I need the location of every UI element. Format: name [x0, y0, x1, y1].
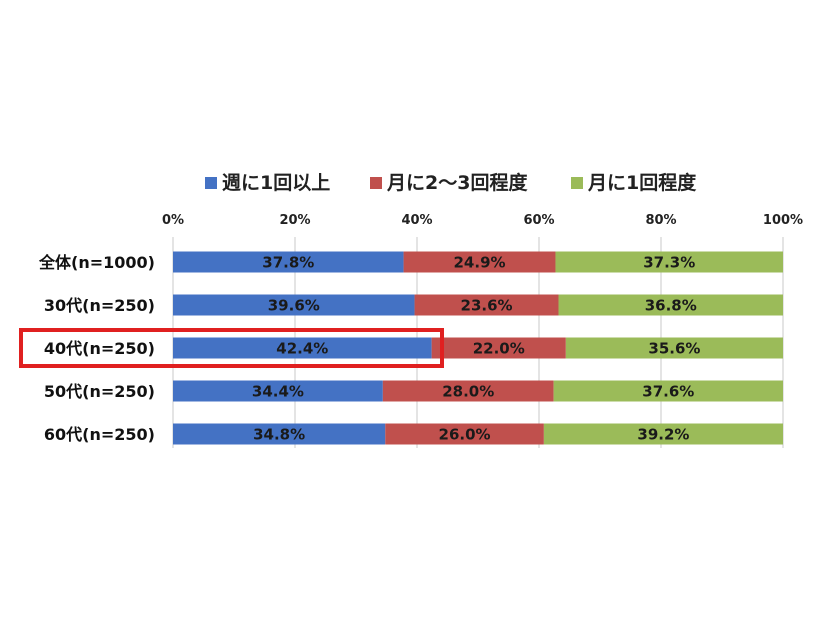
data-label: 35.6% — [648, 340, 700, 358]
data-label: 36.8% — [645, 297, 697, 315]
bar-segment — [414, 294, 559, 316]
category-label: 60代(n=250) — [44, 425, 155, 444]
data-label: 28.0% — [442, 383, 494, 401]
bar-segment — [173, 380, 383, 402]
data-label: 23.6% — [461, 297, 513, 315]
legend-swatch — [370, 177, 382, 189]
data-label: 37.8% — [262, 254, 314, 272]
legend-label: 週に1回以上 — [222, 172, 330, 194]
bar-segment — [382, 380, 554, 402]
category-label: 30代(n=250) — [44, 296, 155, 315]
bar-segment — [543, 423, 783, 445]
data-label: 42.4% — [276, 340, 328, 358]
data-label: 22.0% — [473, 340, 525, 358]
x-tick-label: 60% — [523, 213, 554, 228]
data-label: 37.3% — [643, 254, 695, 272]
x-tick-label: 40% — [401, 213, 432, 228]
x-tick-label: 20% — [279, 213, 310, 228]
highlight-rectangle — [19, 328, 444, 368]
highlight-box — [19, 328, 444, 368]
x-tick-label: 80% — [645, 213, 676, 228]
data-label: 34.4% — [252, 383, 304, 401]
legend-swatch — [571, 177, 583, 189]
bar-segment — [173, 337, 432, 359]
bar-segment — [553, 380, 783, 402]
x-tick-label: 0% — [162, 213, 184, 228]
category-label: 50代(n=250) — [44, 382, 155, 401]
data-label: 24.9% — [454, 254, 506, 272]
category-labels: 全体(n=1000) 30代(n=250) 40代(n=250) 50代(n=250)… — [38, 253, 155, 444]
data-label: 37.6% — [642, 383, 694, 401]
bar-segment — [558, 294, 783, 316]
bar-segment — [173, 294, 415, 316]
category-label: 40代(n=250) — [44, 339, 155, 358]
data-label: 26.0% — [439, 426, 491, 444]
bar-segment — [173, 423, 386, 445]
bar-segment — [403, 251, 556, 273]
category-label: 全体(n=1000) — [38, 253, 155, 272]
bar-segment — [385, 423, 544, 445]
legend: 週に1回以上 月に2～3回程度 月に1回程度 — [205, 171, 697, 194]
legend-swatch — [205, 177, 217, 189]
data-label: 34.8% — [253, 426, 305, 444]
data-label: 39.6% — [268, 297, 320, 315]
bar-segment — [431, 337, 566, 359]
data-label: 39.2% — [637, 426, 689, 444]
legend-label: 月に1回程度 — [587, 171, 697, 194]
bars: 37.8% 24.9% 37.3% 39.6% 23.6% 36.8% 42.4% 22.0%… — [173, 251, 783, 445]
x-axis-ticks: 0% 20% 40% 60% 80% 100% — [162, 213, 803, 228]
bar-segment — [555, 251, 783, 273]
x-tick-label: 100% — [763, 213, 803, 228]
bar-segment — [173, 251, 404, 273]
legend-label: 月に2～3回程度 — [386, 171, 528, 194]
bar-segment — [565, 337, 783, 359]
